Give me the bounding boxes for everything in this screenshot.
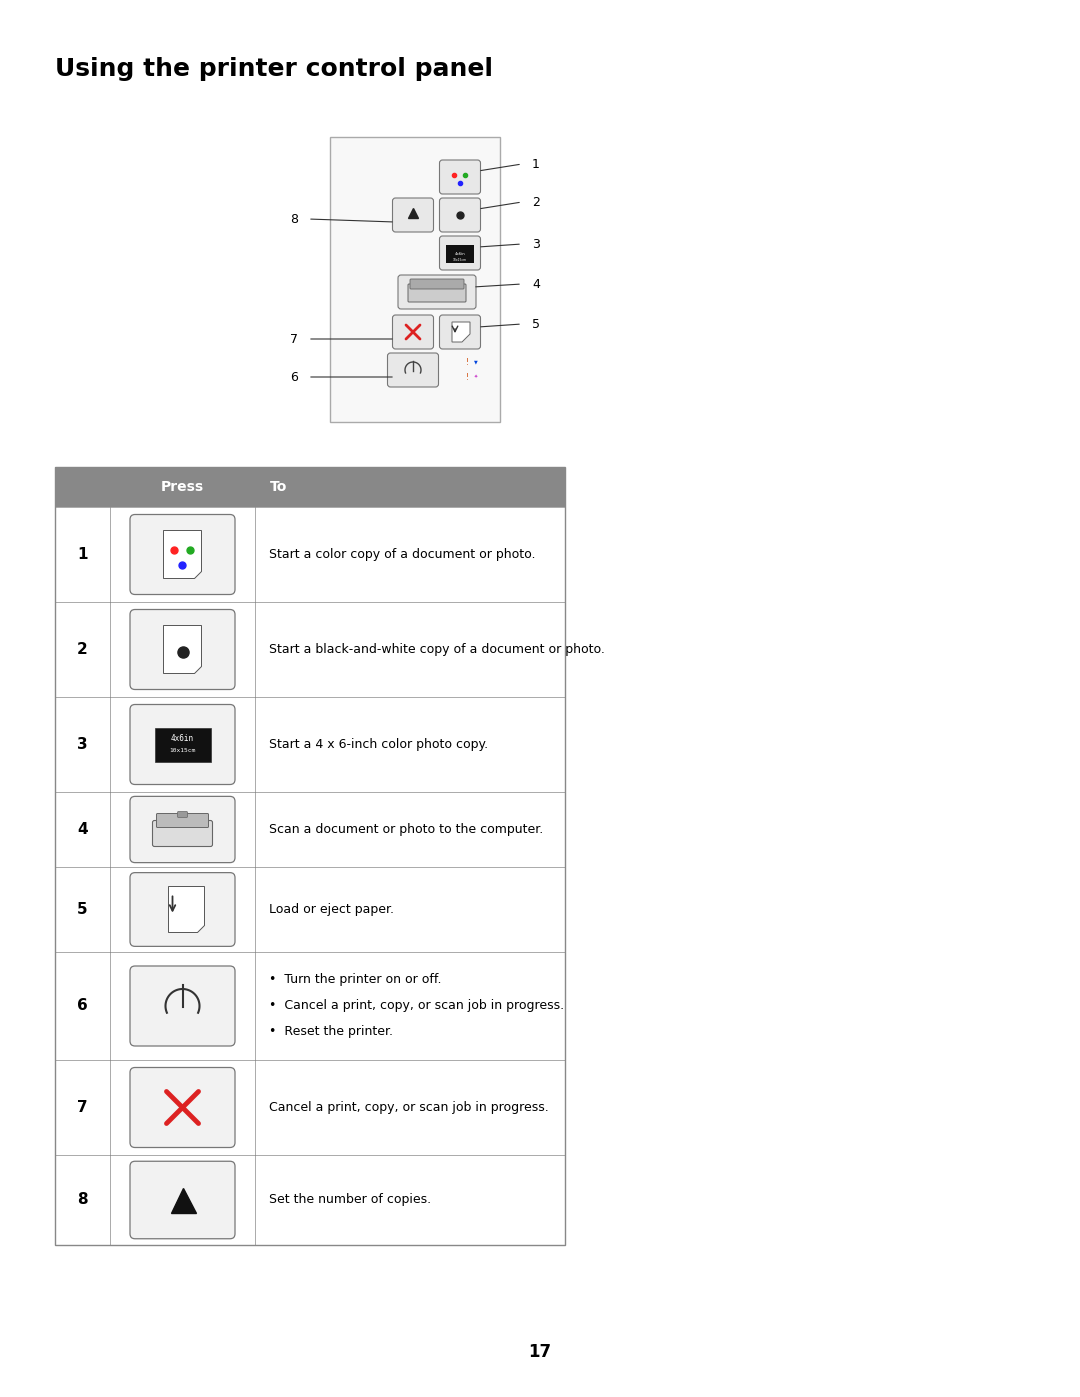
Text: 4: 4	[77, 821, 87, 837]
FancyBboxPatch shape	[130, 609, 235, 690]
FancyBboxPatch shape	[130, 1161, 235, 1239]
Text: 17: 17	[528, 1343, 552, 1361]
FancyBboxPatch shape	[55, 697, 565, 792]
Polygon shape	[453, 321, 470, 342]
Polygon shape	[163, 626, 202, 673]
FancyBboxPatch shape	[130, 704, 235, 785]
Text: ✦: ✦	[474, 374, 478, 380]
FancyBboxPatch shape	[330, 137, 500, 422]
Text: 10x15cm: 10x15cm	[453, 258, 467, 263]
FancyBboxPatch shape	[399, 275, 476, 309]
FancyBboxPatch shape	[440, 236, 481, 270]
FancyBboxPatch shape	[55, 1060, 565, 1155]
FancyBboxPatch shape	[130, 965, 235, 1046]
Text: •  Cancel a print, copy, or scan job in progress.: • Cancel a print, copy, or scan job in p…	[269, 999, 564, 1013]
Text: 8: 8	[291, 212, 298, 225]
Text: Scan a document or photo to the computer.: Scan a document or photo to the computer…	[269, 823, 543, 835]
Text: Load or eject paper.: Load or eject paper.	[269, 902, 394, 916]
Text: To: To	[270, 481, 287, 495]
FancyBboxPatch shape	[157, 813, 208, 827]
FancyBboxPatch shape	[130, 796, 235, 862]
Text: 1: 1	[532, 158, 540, 170]
Text: Start a black-and-white copy of a document or photo.: Start a black-and-white copy of a docume…	[269, 643, 605, 657]
FancyBboxPatch shape	[392, 314, 433, 349]
Text: 10x15cm: 10x15cm	[170, 747, 195, 753]
Text: 7: 7	[291, 332, 298, 345]
FancyBboxPatch shape	[130, 873, 235, 946]
Text: ▼: ▼	[474, 359, 477, 365]
Text: 6: 6	[291, 370, 298, 384]
FancyBboxPatch shape	[55, 951, 565, 1060]
Text: Cancel a print, copy, or scan job in progress.: Cancel a print, copy, or scan job in pro…	[269, 1101, 549, 1113]
FancyBboxPatch shape	[440, 161, 481, 194]
Text: !: !	[465, 358, 469, 366]
FancyBboxPatch shape	[388, 353, 438, 387]
FancyBboxPatch shape	[440, 314, 481, 349]
Text: Start a 4 x 6-inch color photo copy.: Start a 4 x 6-inch color photo copy.	[269, 738, 488, 752]
FancyBboxPatch shape	[55, 507, 565, 602]
FancyBboxPatch shape	[55, 467, 565, 507]
Text: Press: Press	[161, 481, 204, 495]
Text: 4x6in: 4x6in	[171, 733, 194, 743]
Text: 5: 5	[532, 317, 540, 331]
FancyBboxPatch shape	[392, 198, 433, 232]
FancyBboxPatch shape	[130, 1067, 235, 1147]
Text: Start a color copy of a document or photo.: Start a color copy of a document or phot…	[269, 548, 536, 562]
Text: 4: 4	[532, 278, 540, 291]
FancyBboxPatch shape	[410, 279, 464, 289]
Text: Using the printer control panel: Using the printer control panel	[55, 57, 492, 81]
FancyBboxPatch shape	[440, 198, 481, 232]
Text: 5: 5	[77, 902, 87, 916]
FancyBboxPatch shape	[130, 514, 235, 595]
Polygon shape	[163, 531, 202, 578]
FancyBboxPatch shape	[152, 820, 213, 847]
Text: !: !	[465, 373, 469, 381]
FancyBboxPatch shape	[55, 792, 565, 868]
FancyBboxPatch shape	[55, 1155, 565, 1245]
Polygon shape	[168, 887, 204, 933]
FancyBboxPatch shape	[55, 868, 565, 951]
Text: 2: 2	[532, 196, 540, 208]
Text: 3: 3	[532, 237, 540, 250]
Text: •  Turn the printer on or off.: • Turn the printer on or off.	[269, 974, 442, 986]
Text: 6: 6	[77, 999, 87, 1013]
FancyBboxPatch shape	[446, 244, 474, 263]
FancyBboxPatch shape	[154, 728, 211, 761]
Text: 7: 7	[77, 1099, 87, 1115]
Text: Set the number of copies.: Set the number of copies.	[269, 1193, 431, 1207]
Text: •  Reset the printer.: • Reset the printer.	[269, 1025, 393, 1038]
Text: 1: 1	[78, 548, 87, 562]
FancyBboxPatch shape	[408, 284, 465, 302]
Text: 4x6in: 4x6in	[455, 251, 465, 256]
FancyBboxPatch shape	[55, 602, 565, 697]
Text: 8: 8	[77, 1193, 87, 1207]
FancyBboxPatch shape	[177, 812, 188, 817]
Text: 3: 3	[77, 738, 87, 752]
Text: 2: 2	[77, 643, 87, 657]
